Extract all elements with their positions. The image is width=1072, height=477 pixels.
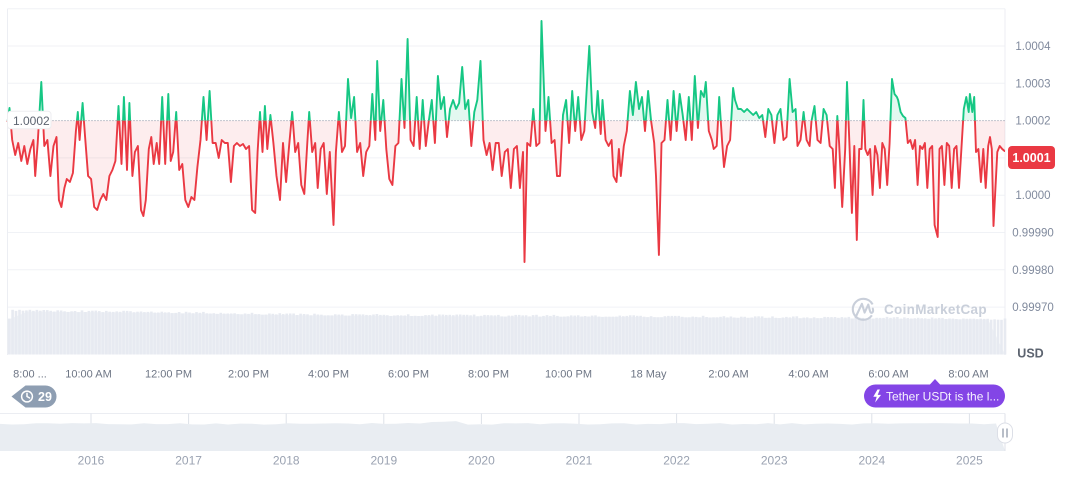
svg-text:8:00 PM: 8:00 PM (468, 369, 509, 381)
svg-text:6:00 PM: 6:00 PM (388, 369, 429, 381)
svg-text:0.99980: 0.99980 (1012, 265, 1054, 277)
svg-text:1.0004: 1.0004 (1015, 41, 1051, 53)
svg-text:USD: USD (1017, 347, 1043, 361)
svg-text:10:00 AM: 10:00 AM (65, 369, 111, 381)
svg-text:29: 29 (38, 390, 52, 404)
svg-text:CoinMarketCap: CoinMarketCap (884, 302, 987, 317)
svg-text:2018: 2018 (273, 454, 300, 468)
svg-text:2025: 2025 (956, 454, 983, 468)
svg-text:0.99990: 0.99990 (1012, 228, 1054, 240)
svg-text:0.99970: 0.99970 (1012, 302, 1054, 314)
svg-text:4:00 AM: 4:00 AM (788, 369, 828, 381)
svg-text:2:00 AM: 2:00 AM (708, 369, 748, 381)
svg-text:12:00 PM: 12:00 PM (145, 369, 192, 381)
svg-text:4:00 PM: 4:00 PM (308, 369, 349, 381)
svg-text:1.0002: 1.0002 (1015, 116, 1050, 128)
svg-text:2:00 PM: 2:00 PM (228, 369, 269, 381)
svg-text:Tether USDt is the l...: Tether USDt is the l... (886, 390, 999, 404)
svg-text:2023: 2023 (761, 454, 788, 468)
svg-text:10:00 PM: 10:00 PM (545, 369, 592, 381)
svg-text:2017: 2017 (175, 454, 202, 468)
svg-text:1.0003: 1.0003 (1015, 78, 1050, 90)
svg-text:2021: 2021 (566, 454, 593, 468)
svg-text:2022: 2022 (663, 454, 690, 468)
svg-text:1.0002: 1.0002 (13, 114, 50, 128)
svg-text:8:00 ...: 8:00 ... (13, 369, 47, 381)
svg-text:1.0001: 1.0001 (1012, 151, 1050, 165)
svg-text:18 May: 18 May (630, 369, 667, 381)
svg-text:6:00 AM: 6:00 AM (868, 369, 908, 381)
svg-text:8:00 AM: 8:00 AM (948, 369, 988, 381)
svg-text:2019: 2019 (370, 454, 397, 468)
svg-text:1.0000: 1.0000 (1015, 190, 1050, 202)
svg-text:2020: 2020 (468, 454, 495, 468)
svg-text:2024: 2024 (858, 454, 885, 468)
svg-text:2016: 2016 (78, 454, 105, 468)
